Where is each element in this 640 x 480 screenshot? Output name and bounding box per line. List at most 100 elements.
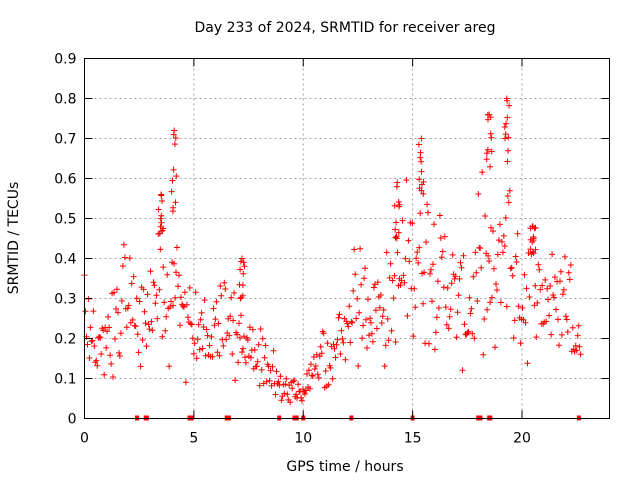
data-point: [418, 168, 425, 175]
data-point: [173, 269, 179, 276]
data-point: [384, 315, 391, 322]
data-point: [331, 345, 338, 352]
data-point: [525, 250, 532, 256]
y-tick-label: 0.7: [54, 132, 76, 148]
data-point: [505, 199, 512, 206]
data-point: [418, 158, 425, 165]
data-point: [240, 345, 246, 352]
data-point: [434, 278, 441, 285]
data-point: [544, 285, 551, 292]
data-point: [115, 309, 121, 316]
data-point: [249, 326, 256, 333]
data-point: [449, 251, 456, 258]
data-point: [545, 296, 552, 303]
data-point: [227, 313, 234, 320]
data-point: [443, 321, 450, 328]
data-point: [120, 241, 127, 248]
data-point: [459, 367, 466, 374]
x-tick-label: 20: [513, 431, 531, 447]
data-point: [383, 249, 390, 256]
plot-frame: [84, 58, 610, 419]
data-point: [160, 264, 167, 271]
y-tick-label: 0.4: [54, 252, 76, 268]
data-point: [303, 387, 309, 394]
data-point: [228, 294, 235, 301]
data-point: [153, 292, 160, 299]
data-point: [216, 352, 223, 359]
data-point: [533, 334, 540, 341]
data-point: [499, 249, 506, 256]
data-point: [222, 286, 229, 292]
data-point: [324, 340, 331, 347]
data-point: [530, 250, 537, 257]
x-tick-label: 5: [189, 431, 198, 447]
data-point: [267, 367, 274, 374]
data-point: [491, 265, 497, 272]
data-point: [365, 296, 371, 303]
data-point: [238, 312, 244, 319]
data-point: [358, 281, 365, 288]
data-point: [480, 351, 487, 358]
data-point: [417, 210, 424, 217]
data-point: [158, 219, 165, 226]
data-point: [455, 292, 462, 299]
data-point: [269, 363, 276, 370]
data-point: [145, 321, 152, 328]
data-point: [133, 295, 140, 302]
data-point: [111, 289, 117, 296]
x-tick-label: 0: [80, 431, 89, 447]
y-tick-label: 0.2: [54, 332, 76, 348]
data-point: [97, 334, 104, 341]
data-points: [81, 95, 584, 406]
data-point: [529, 223, 536, 230]
data-point: [482, 213, 489, 219]
y-tick-label: 0.8: [54, 92, 76, 108]
data-point: [536, 266, 543, 273]
data-point: [504, 114, 511, 121]
data-point: [486, 258, 493, 264]
data-point: [235, 359, 242, 366]
data-point: [564, 329, 571, 335]
data-point: [539, 282, 546, 289]
y-tick-label: 0: [68, 412, 77, 428]
data-point: [530, 237, 537, 244]
data-point: [485, 116, 491, 123]
data-point: [477, 245, 484, 252]
data-point: [461, 321, 468, 328]
data-point: [242, 354, 248, 361]
data-point: [556, 342, 562, 349]
data-point: [126, 255, 133, 262]
data-point: [139, 337, 146, 343]
data-point: [378, 320, 385, 326]
data-point: [202, 352, 209, 359]
data-point: [553, 306, 559, 313]
data-point: [166, 363, 173, 370]
data-point: [368, 330, 375, 337]
data-point: [155, 231, 162, 237]
data-point: [567, 262, 574, 268]
data-point: [483, 156, 490, 163]
data-point: [352, 271, 359, 278]
data-point: [198, 309, 205, 316]
data-point: [360, 322, 367, 329]
data-point: [488, 224, 494, 231]
data-point: [192, 289, 199, 296]
data-point: [475, 191, 482, 197]
data-point: [392, 339, 399, 345]
data-point: [535, 261, 542, 268]
data-point: [82, 308, 89, 315]
data-point: [244, 337, 251, 343]
data-point: [239, 292, 246, 299]
data-point: [226, 332, 233, 339]
data-point: [325, 381, 332, 388]
data-point: [414, 249, 421, 256]
data-point: [113, 305, 119, 312]
data-point: [237, 266, 244, 273]
data-point: [388, 327, 395, 334]
data-point: [441, 233, 448, 240]
data-point: [433, 314, 440, 321]
data-point: [290, 378, 297, 385]
data-point: [572, 342, 579, 349]
data-point: [237, 334, 243, 341]
data-point: [151, 282, 158, 289]
